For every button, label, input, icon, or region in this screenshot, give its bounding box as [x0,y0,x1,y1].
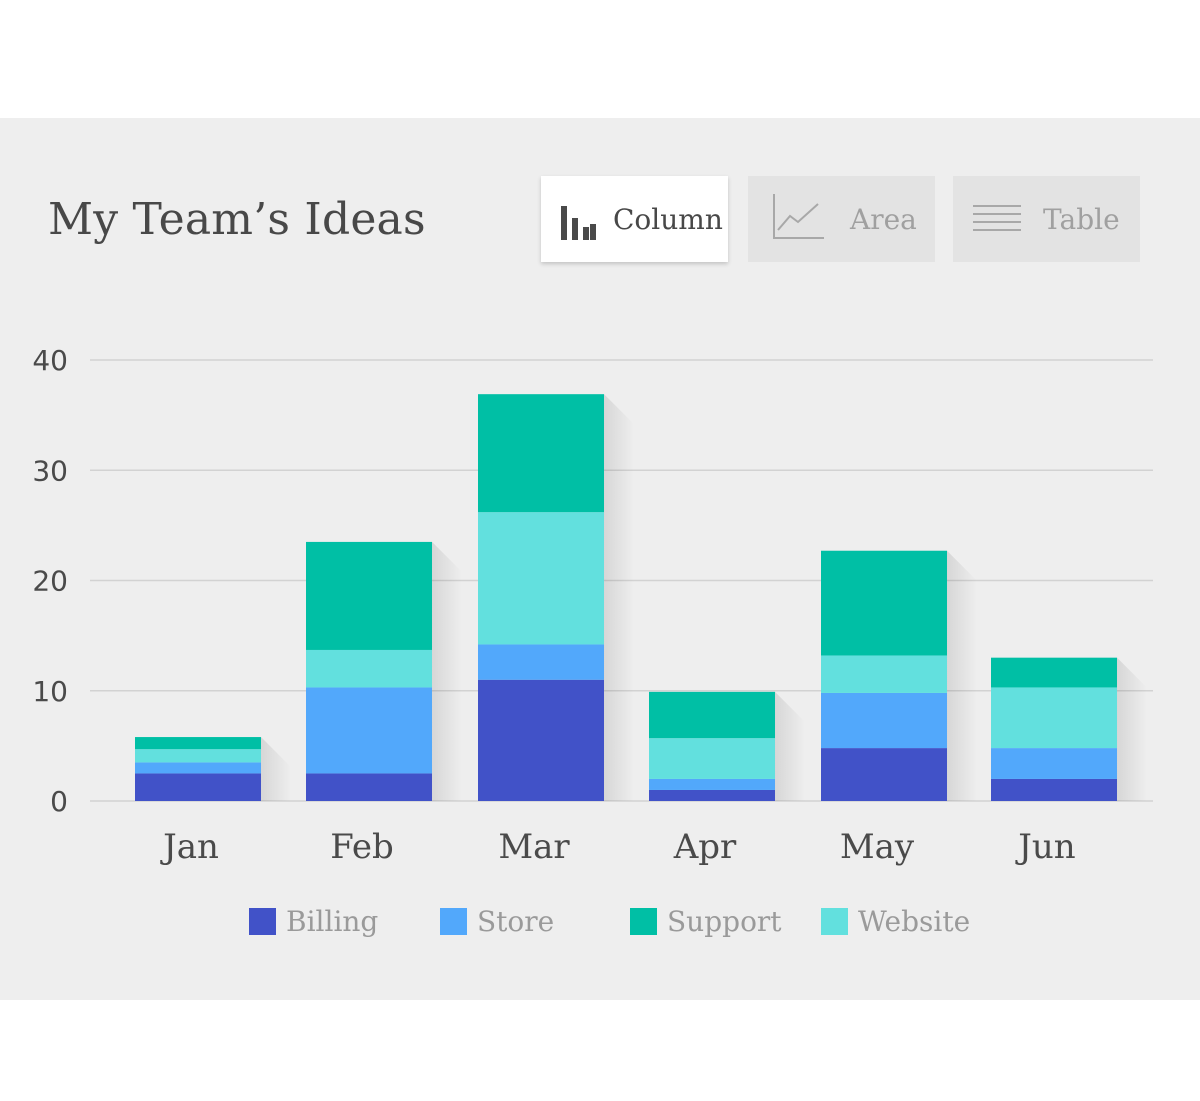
legend-item-store[interactable]: Store [440,905,554,938]
legend-swatch-support [630,908,657,935]
y-tick-label: 20 [32,565,68,598]
bar-shadows [261,394,1147,801]
bar-shadow [432,541,462,801]
bar-may-support[interactable] [821,550,947,656]
bar-may-billing[interactable] [821,748,947,801]
bar-feb-support[interactable] [306,541,432,650]
bar-feb-billing[interactable] [306,773,432,801]
bar-jun-support[interactable] [991,657,1117,688]
bar-jun-billing[interactable] [991,778,1117,801]
legend-item-billing[interactable]: Billing [249,905,378,938]
bar-jun-website[interactable] [991,687,1117,749]
bars [135,394,1117,801]
legend-label-store: Store [477,905,555,938]
bar-feb-store[interactable] [306,687,432,774]
line-chart-icon [772,192,826,249]
bar-shadow [775,691,805,801]
x-tick-label: Feb [330,827,394,867]
bar-apr-website[interactable] [649,738,775,779]
legend-item-website[interactable]: Website [821,905,970,938]
bar-apr-support[interactable] [649,691,775,739]
bar-jan-store[interactable] [135,762,261,774]
bar-mar-support[interactable] [478,394,604,513]
bar-may-store[interactable] [821,692,947,749]
chart-title: My Team’s Ideas [48,194,426,245]
tab-area-label: Area [850,203,917,236]
legend-item-support[interactable]: Support [630,905,782,938]
y-tick-label: 30 [32,454,68,487]
tab-area[interactable]: Area [748,176,935,262]
x-tick-label: May [840,827,915,867]
bar-jan-support[interactable] [135,737,261,750]
bar-jan-website[interactable] [135,749,261,763]
bar-shadow [261,737,291,801]
tab-table-label: Table [1043,203,1120,236]
y-tick-label: 0 [50,785,68,818]
legend-swatch-store [440,908,467,935]
x-tick-label: Jan [160,827,219,867]
tab-table[interactable]: Table [953,176,1140,262]
bar-jan-billing[interactable] [135,773,261,801]
y-tick-label: 40 [32,344,68,377]
y-axis-ticks: 0 10 20 30 40 [32,344,68,818]
bar-feb-website[interactable] [306,649,432,688]
bar-apr-store[interactable] [649,778,775,790]
bar-chart-icon [559,192,599,249]
table-lines-icon [971,192,1023,249]
x-tick-label: Apr [673,827,737,867]
x-tick-label: Jun [1015,827,1075,867]
bar-mar-store[interactable] [478,644,604,680]
legend: Billing Store Support Website [0,905,1200,945]
legend-swatch-website [821,908,848,935]
y-tick-label: 10 [32,675,68,708]
bar-apr-billing[interactable] [649,789,775,801]
tab-column[interactable]: Column [541,176,728,262]
bar-shadow [1117,657,1147,801]
x-axis-ticks: Jan Feb Mar Apr May Jun [160,827,1076,867]
bar-shadow [604,394,634,801]
x-tick-label: Mar [498,827,570,867]
legend-swatch-billing [249,908,276,935]
bar-shadow [947,550,977,801]
bar-mar-website[interactable] [478,512,604,645]
legend-label-support: Support [667,905,782,938]
legend-label-website: Website [858,905,971,938]
tab-column-label: Column [613,203,723,236]
bar-may-website[interactable] [821,655,947,693]
bar-jun-store[interactable] [991,748,1117,779]
bar-mar-billing[interactable] [478,679,604,801]
legend-label-billing: Billing [286,905,379,938]
